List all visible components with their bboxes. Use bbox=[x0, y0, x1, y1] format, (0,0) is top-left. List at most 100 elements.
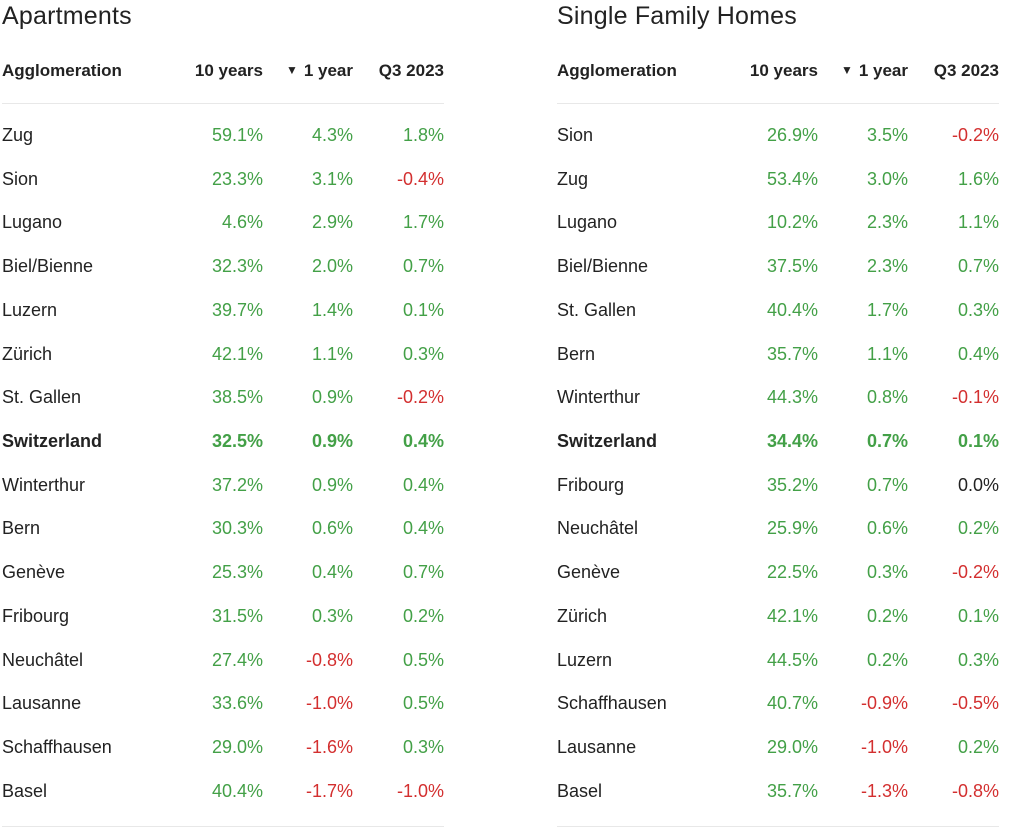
one-year-cell: 0.6% bbox=[866, 518, 908, 539]
table-row: Basel 35.7% -1.3% -0.8% bbox=[557, 776, 999, 820]
agglomeration-cell: Switzerland bbox=[557, 431, 658, 452]
column-header-1-year[interactable]: ▼ 1 year bbox=[841, 58, 908, 85]
one-year-cell: -1.6% bbox=[305, 737, 353, 758]
table-row: Biel/Bienne 37.5% 2.3% 0.7% bbox=[557, 251, 999, 295]
table-header: Agglomeration 10 years ▼ 1 year Q3 2023 bbox=[557, 58, 999, 84]
table-row: Luzern 39.7% 1.4% 0.1% bbox=[2, 295, 444, 339]
agglomeration-cell: Zürich bbox=[557, 605, 608, 626]
ten-years-cell: 4.6% bbox=[221, 212, 263, 233]
ten-years-cell: 32.3% bbox=[211, 256, 263, 277]
q3-2023-cell: 0.7% bbox=[402, 562, 444, 583]
q3-2023-cell: 0.5% bbox=[402, 649, 444, 670]
q3-2023-cell: 0.3% bbox=[957, 649, 999, 670]
one-year-cell: 2.3% bbox=[866, 212, 908, 233]
agglomeration-cell: Biel/Bienne bbox=[557, 256, 649, 277]
agglomeration-cell: Bern bbox=[2, 518, 41, 539]
agglomeration-cell: St. Gallen bbox=[2, 387, 82, 408]
ten-years-cell: 39.7% bbox=[211, 299, 263, 320]
agglomeration-cell: Lausanne bbox=[2, 693, 82, 714]
table-row: Switzerland 34.4% 0.7% 0.1% bbox=[557, 426, 999, 470]
ten-years-cell: 25.9% bbox=[766, 518, 818, 539]
one-year-cell: 0.9% bbox=[311, 387, 353, 408]
ten-years-cell: 30.3% bbox=[211, 518, 263, 539]
table-row: Bern 35.7% 1.1% 0.4% bbox=[557, 339, 999, 383]
table-row: Genève 25.3% 0.4% 0.7% bbox=[2, 557, 444, 601]
agglomeration-cell: Switzerland bbox=[2, 431, 103, 452]
agglomeration-cell: Luzern bbox=[2, 299, 58, 320]
column-header-q3-2023[interactable]: Q3 2023 bbox=[378, 61, 444, 80]
q3-2023-cell: 0.5% bbox=[402, 693, 444, 714]
sort-descending-icon: ▼ bbox=[840, 63, 853, 77]
agglomeration-cell: Bern bbox=[557, 343, 596, 364]
q3-2023-cell: 0.3% bbox=[402, 737, 444, 758]
ten-years-cell: 44.3% bbox=[766, 387, 818, 408]
one-year-cell: 0.9% bbox=[311, 431, 353, 452]
agglomeration-cell: Luzern bbox=[557, 649, 613, 670]
ten-years-cell: 29.0% bbox=[211, 737, 263, 758]
table-row: Lugano 10.2% 2.3% 1.1% bbox=[557, 207, 999, 251]
q3-2023-cell: 0.2% bbox=[957, 737, 999, 758]
agglomeration-cell: Zug bbox=[557, 168, 589, 189]
table-bottom-divider bbox=[557, 826, 999, 827]
ten-years-cell: 22.5% bbox=[766, 562, 818, 583]
table-row: Zug 53.4% 3.0% 1.6% bbox=[557, 164, 999, 208]
header-divider bbox=[2, 103, 444, 104]
ten-years-cell: 40.4% bbox=[766, 299, 818, 320]
one-year-cell: 0.7% bbox=[866, 431, 908, 452]
ten-years-cell: 33.6% bbox=[211, 693, 263, 714]
table-row: Lugano 4.6% 2.9% 1.7% bbox=[2, 207, 444, 251]
ten-years-cell: 37.2% bbox=[211, 474, 263, 495]
table-row: Genève 22.5% 0.3% -0.2% bbox=[557, 557, 999, 601]
agglomeration-cell: Fribourg bbox=[557, 474, 625, 495]
q3-2023-cell: -0.8% bbox=[951, 780, 999, 801]
ten-years-cell: 53.4% bbox=[766, 168, 818, 189]
q3-2023-cell: -0.1% bbox=[951, 387, 999, 408]
agglomeration-cell: Winterthur bbox=[2, 474, 86, 495]
table-row: Bern 30.3% 0.6% 0.4% bbox=[2, 513, 444, 557]
q3-2023-cell: 0.4% bbox=[957, 343, 999, 364]
agglomeration-cell: Winterthur bbox=[557, 387, 641, 408]
q3-2023-cell: -0.2% bbox=[951, 125, 999, 145]
column-header-10-years[interactable]: 10 years bbox=[749, 61, 818, 80]
ten-years-cell: 29.0% bbox=[766, 737, 818, 758]
apartments-panel: Apartments Agglomeration 10 years ▼ 1 yea… bbox=[2, 0, 448, 828]
q3-2023-cell: 0.4% bbox=[402, 518, 444, 539]
ten-years-cell: 25.3% bbox=[211, 562, 263, 583]
column-header-1-year[interactable]: ▼ 1 year bbox=[286, 58, 353, 85]
one-year-cell: -0.8% bbox=[305, 649, 353, 670]
one-year-cell: 0.3% bbox=[311, 605, 353, 626]
one-year-cell: 1.1% bbox=[866, 343, 908, 364]
sort-descending-icon: ▼ bbox=[285, 63, 298, 77]
ten-years-cell: 27.4% bbox=[211, 649, 263, 670]
agglomeration-cell: Genève bbox=[2, 562, 66, 583]
agglomeration-cell: Schaffhausen bbox=[557, 693, 667, 714]
table-bottom-divider bbox=[2, 826, 444, 827]
one-year-cell: -1.0% bbox=[860, 737, 908, 758]
agglomeration-cell: Basel bbox=[557, 780, 603, 801]
ten-years-cell: 37.5% bbox=[766, 256, 818, 277]
one-year-cell: 2.0% bbox=[311, 256, 353, 277]
table-row: Zug 59.1% 4.3% 1.8% bbox=[2, 120, 444, 164]
column-header-agglomeration[interactable]: Agglomeration bbox=[557, 61, 677, 80]
q3-2023-cell: 0.4% bbox=[402, 474, 444, 495]
column-header-10-years[interactable]: 10 years bbox=[194, 61, 263, 80]
one-year-cell: 0.2% bbox=[866, 649, 908, 670]
table-row: Schaffhausen 40.7% -0.9% -0.5% bbox=[557, 688, 999, 732]
table-row: St. Gallen 38.5% 0.9% -0.2% bbox=[2, 382, 444, 426]
column-header-agglomeration[interactable]: Agglomeration bbox=[2, 61, 122, 80]
table-row: Switzerland 32.5% 0.9% 0.4% bbox=[2, 426, 444, 470]
table-row: Neuchâtel 25.9% 0.6% 0.2% bbox=[557, 513, 999, 557]
agglomeration-cell: Neuchâtel bbox=[2, 649, 84, 670]
ten-years-cell: 31.5% bbox=[211, 605, 263, 626]
ten-years-cell: 34.4% bbox=[766, 431, 818, 452]
ten-years-cell: 26.9% bbox=[766, 125, 818, 145]
q3-2023-cell: 0.7% bbox=[957, 256, 999, 277]
q3-2023-cell: 0.1% bbox=[957, 605, 999, 626]
column-header-q3-2023[interactable]: Q3 2023 bbox=[933, 61, 999, 80]
q3-2023-cell: 0.4% bbox=[402, 431, 444, 452]
agglomeration-cell: Sion bbox=[557, 125, 594, 145]
one-year-cell: -0.9% bbox=[860, 693, 908, 714]
q3-2023-cell: -0.5% bbox=[951, 693, 999, 714]
one-year-cell: -1.0% bbox=[305, 693, 353, 714]
q3-2023-cell: 0.1% bbox=[957, 431, 999, 452]
